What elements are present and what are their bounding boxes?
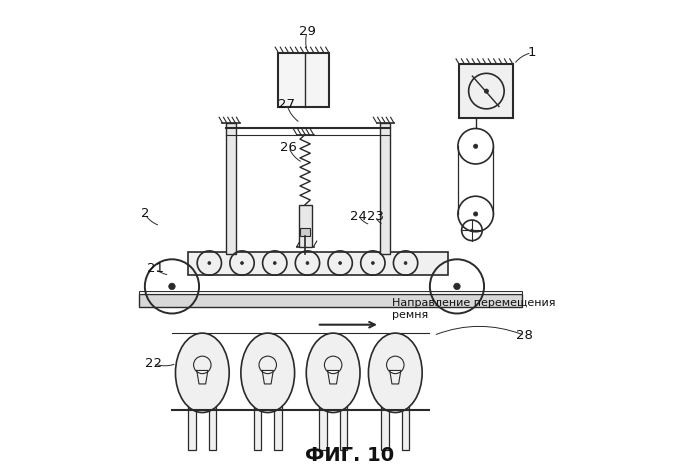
- Text: 23: 23: [367, 210, 384, 223]
- Text: 29: 29: [299, 25, 316, 38]
- Ellipse shape: [175, 333, 229, 413]
- Text: 27: 27: [278, 98, 296, 110]
- Text: Направление перемещения
ремня: Направление перемещения ремня: [391, 298, 555, 320]
- Circle shape: [306, 262, 309, 265]
- Bar: [319, 392, 326, 450]
- Bar: [459, 64, 513, 118]
- Text: 28: 28: [517, 329, 533, 342]
- Text: ФИГ. 10: ФИГ. 10: [305, 446, 394, 465]
- Circle shape: [339, 262, 342, 265]
- Bar: [301, 227, 310, 236]
- Bar: [340, 392, 347, 450]
- Circle shape: [273, 262, 276, 265]
- Circle shape: [208, 262, 211, 265]
- Bar: [278, 53, 329, 107]
- Bar: [188, 392, 196, 450]
- Text: 24: 24: [350, 210, 367, 223]
- Bar: [139, 294, 522, 307]
- Text: 26: 26: [280, 141, 297, 154]
- Circle shape: [470, 229, 473, 232]
- Text: 22: 22: [145, 357, 161, 370]
- Ellipse shape: [306, 333, 360, 413]
- Circle shape: [240, 262, 243, 265]
- Ellipse shape: [368, 333, 422, 413]
- Bar: [209, 392, 217, 450]
- Bar: [188, 252, 447, 274]
- Text: 2: 2: [140, 207, 149, 220]
- Ellipse shape: [241, 333, 294, 413]
- Bar: [298, 204, 312, 247]
- Bar: [254, 392, 261, 450]
- Circle shape: [473, 144, 478, 149]
- Bar: [381, 392, 389, 450]
- Circle shape: [484, 89, 489, 93]
- Bar: [226, 123, 236, 254]
- Circle shape: [454, 283, 460, 290]
- Circle shape: [371, 262, 375, 265]
- Bar: [380, 123, 390, 254]
- Text: 21: 21: [147, 262, 164, 275]
- Text: 1: 1: [528, 46, 536, 59]
- Circle shape: [473, 212, 478, 216]
- Circle shape: [168, 283, 175, 290]
- Bar: [402, 392, 410, 450]
- Circle shape: [404, 262, 407, 265]
- Bar: [139, 290, 522, 294]
- Bar: [274, 392, 282, 450]
